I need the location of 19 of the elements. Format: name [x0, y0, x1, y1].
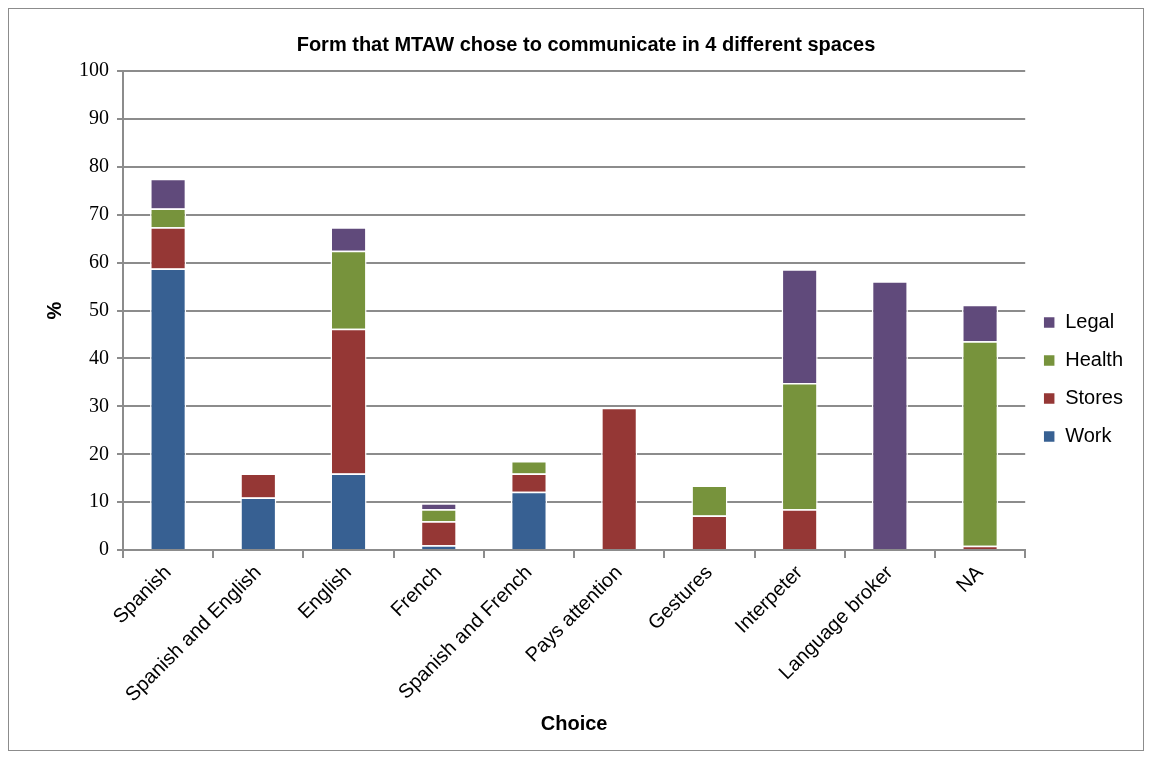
- y-tick-label: 70: [89, 201, 109, 224]
- y-tick-label: 100: [79, 58, 109, 81]
- y-tick-label: 30: [89, 393, 109, 416]
- legend-label: Legal: [1065, 310, 1115, 333]
- legend-label: Stores: [1065, 386, 1123, 409]
- legend-label: Health: [1065, 348, 1123, 371]
- y-tick-label: 20: [89, 441, 109, 464]
- chart-title: Form that MTAW chose to communicate in 4 different spaces: [296, 32, 876, 55]
- legend-label: Work: [1065, 424, 1113, 447]
- x-axis-title: Choice: [540, 711, 608, 734]
- x-tick-label: NA: [951, 560, 988, 596]
- y-tick-label: 50: [89, 297, 109, 320]
- y-tick-label: 0: [99, 537, 109, 560]
- y-tick-label: 60: [89, 249, 109, 272]
- y-tick-label: 80: [89, 154, 109, 177]
- y-tick-label: 10: [89, 489, 109, 512]
- y-axis-title: %: [42, 301, 65, 320]
- y-tick-label: 90: [89, 106, 109, 129]
- y-tick-label: 40: [89, 345, 109, 368]
